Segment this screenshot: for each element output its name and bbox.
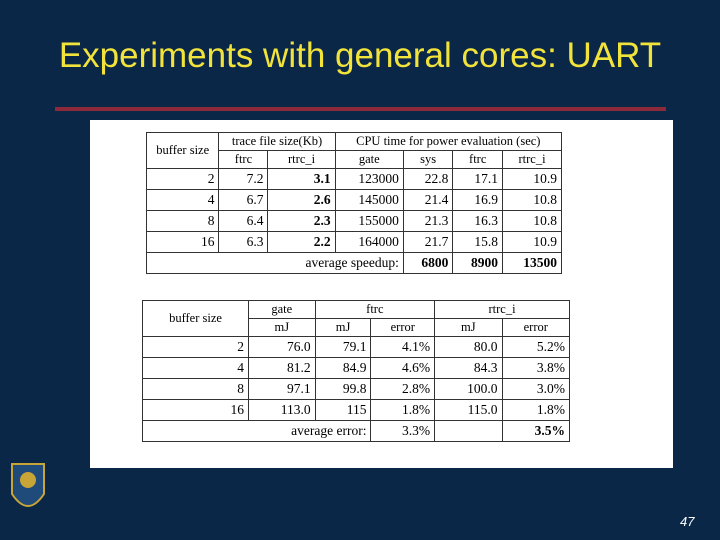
- table-cell: 10.9: [502, 231, 562, 253]
- table-cell: 4.1%: [370, 336, 436, 358]
- table-row: average error: 3.3% 3.5%: [141, 420, 571, 442]
- energy-table: buffer size gate ftrc rtrc_i mJ mJ error mJ erro…: [141, 300, 571, 442]
- table-cell: 22.8: [402, 168, 454, 190]
- table-cell: 145000: [334, 189, 404, 211]
- table-row: 16 6.3 2.2 164000 21.7 15.8 10.9: [145, 231, 562, 253]
- table-cell: 4: [145, 189, 220, 211]
- footer-blank: [434, 420, 503, 442]
- table-cell: 16: [145, 231, 220, 253]
- table-cell: 76.0: [248, 336, 316, 358]
- table-cell: 16.9: [452, 189, 504, 211]
- table-cell: 99.8: [314, 378, 372, 400]
- table-row: buffer size trace file size(Kb) CPU time f…: [145, 132, 563, 169]
- table-cell: 17.1: [452, 168, 504, 190]
- header-cell: gate: [334, 150, 404, 169]
- table-cell: 6.7: [218, 189, 269, 211]
- table-cell: 81.2: [248, 357, 316, 379]
- header-cell: error: [370, 318, 436, 337]
- header-cell: buffer size: [145, 132, 220, 169]
- footer-label: average error:: [141, 420, 372, 442]
- table-cell: 6.3: [218, 231, 269, 253]
- table-cell: 84.3: [434, 357, 503, 379]
- speedup-table: buffer size trace file size(Kb) CPU time f…: [145, 132, 563, 274]
- table-cell: 84.9: [314, 357, 372, 379]
- table-cell: 10.8: [502, 210, 562, 232]
- header-cell: buffer size: [142, 300, 249, 337]
- table-cell: 10.8: [502, 189, 562, 211]
- table-row: 8 6.4 2.3 155000 21.3 16.3 10.8: [145, 210, 562, 232]
- table-row: 2 7.2 3.1 123000 22.8 17.1 10.9: [145, 168, 562, 190]
- header-cell: rtrc_i: [267, 150, 336, 169]
- header-cell: CPU time for power evaluation (sec): [334, 132, 563, 151]
- table-cell: 5.2%: [501, 336, 571, 358]
- footer-label: average speedup:: [146, 252, 404, 274]
- header-cell: gate: [248, 300, 316, 319]
- footer-value: 13500: [502, 252, 562, 274]
- header-cell: mJ: [314, 318, 372, 337]
- table-cell: 2.3: [267, 210, 336, 232]
- table-cell: 113.0: [248, 399, 316, 421]
- footer-value: 8900: [452, 252, 504, 274]
- table-cell: 7.2: [218, 168, 269, 190]
- table-cell: 4: [142, 357, 249, 379]
- header-cell: ftrc: [218, 150, 269, 169]
- table-cell: 2.2: [267, 231, 336, 253]
- table-cell: 16: [142, 399, 249, 421]
- table-row: 4 81.2 84.9 4.6% 84.3 3.8%: [142, 357, 571, 379]
- footer-value: 6800: [402, 252, 454, 274]
- table-cell: 2: [145, 168, 220, 190]
- table-cell: 6.4: [218, 210, 269, 232]
- table-cell: 2: [142, 336, 249, 358]
- header-cell: rtrc_i: [434, 300, 570, 319]
- header-cell: sys: [402, 150, 454, 169]
- table-row: 8 97.1 99.8 2.8% 100.0 3.0%: [142, 378, 571, 400]
- table-cell: 155000: [334, 210, 404, 232]
- table-cell: 15.8: [452, 231, 504, 253]
- table-cell: 21.7: [402, 231, 454, 253]
- title-rule: [55, 107, 666, 111]
- table-cell: 80.0: [434, 336, 503, 358]
- table-cell: 1.8%: [501, 399, 571, 421]
- table-cell: 79.1: [314, 336, 372, 358]
- slide-title: Experiments with general cores: UART: [58, 36, 662, 75]
- table-cell: 100.0: [434, 378, 503, 400]
- table-cell: 21.3: [402, 210, 454, 232]
- table-cell: 16.3: [452, 210, 504, 232]
- table-row: 2 76.0 79.1 4.1% 80.0 5.2%: [142, 336, 571, 358]
- table-cell: 115: [314, 399, 372, 421]
- table-cell: 123000: [334, 168, 404, 190]
- header-cell: mJ: [434, 318, 503, 337]
- header-cell: mJ: [248, 318, 316, 337]
- header-cell: trace file size(Kb): [218, 132, 336, 151]
- table-cell: 8: [145, 210, 220, 232]
- table-cell: 2.8%: [370, 378, 436, 400]
- table-row: buffer size gate ftrc rtrc_i: [142, 300, 570, 337]
- table-cell: 164000: [334, 231, 404, 253]
- table-row: 4 6.7 2.6 145000 21.4 16.9 10.8: [145, 189, 562, 211]
- table-cell: 1.8%: [370, 399, 436, 421]
- header-cell: ftrc: [314, 300, 436, 319]
- table-cell: 3.0%: [501, 378, 571, 400]
- footer-value: 3.5%: [501, 420, 571, 442]
- table-cell: 4.6%: [370, 357, 436, 379]
- header-cell: rtrc_i: [502, 150, 562, 169]
- table-cell: 3.1: [267, 168, 336, 190]
- table-cell: 115.0: [434, 399, 503, 421]
- table-cell: 97.1: [248, 378, 316, 400]
- page-number: 47: [680, 514, 695, 529]
- logo: [11, 463, 45, 507]
- table-cell: 2.6: [267, 189, 336, 211]
- footer-value: 3.3%: [370, 420, 436, 442]
- table-row: 16 113.0 115 1.8% 115.0 1.8%: [142, 399, 571, 421]
- table-panel: buffer size trace file size(Kb) CPU time f…: [90, 120, 673, 468]
- table-cell: 3.8%: [501, 357, 571, 379]
- header-cell: ftrc: [452, 150, 504, 169]
- table-cell: 10.9: [502, 168, 562, 190]
- table-cell: 8: [142, 378, 249, 400]
- table-row: average speedup: 6800 8900 13500: [146, 252, 562, 274]
- table-cell: 21.4: [402, 189, 454, 211]
- header-cell: error: [501, 318, 571, 337]
